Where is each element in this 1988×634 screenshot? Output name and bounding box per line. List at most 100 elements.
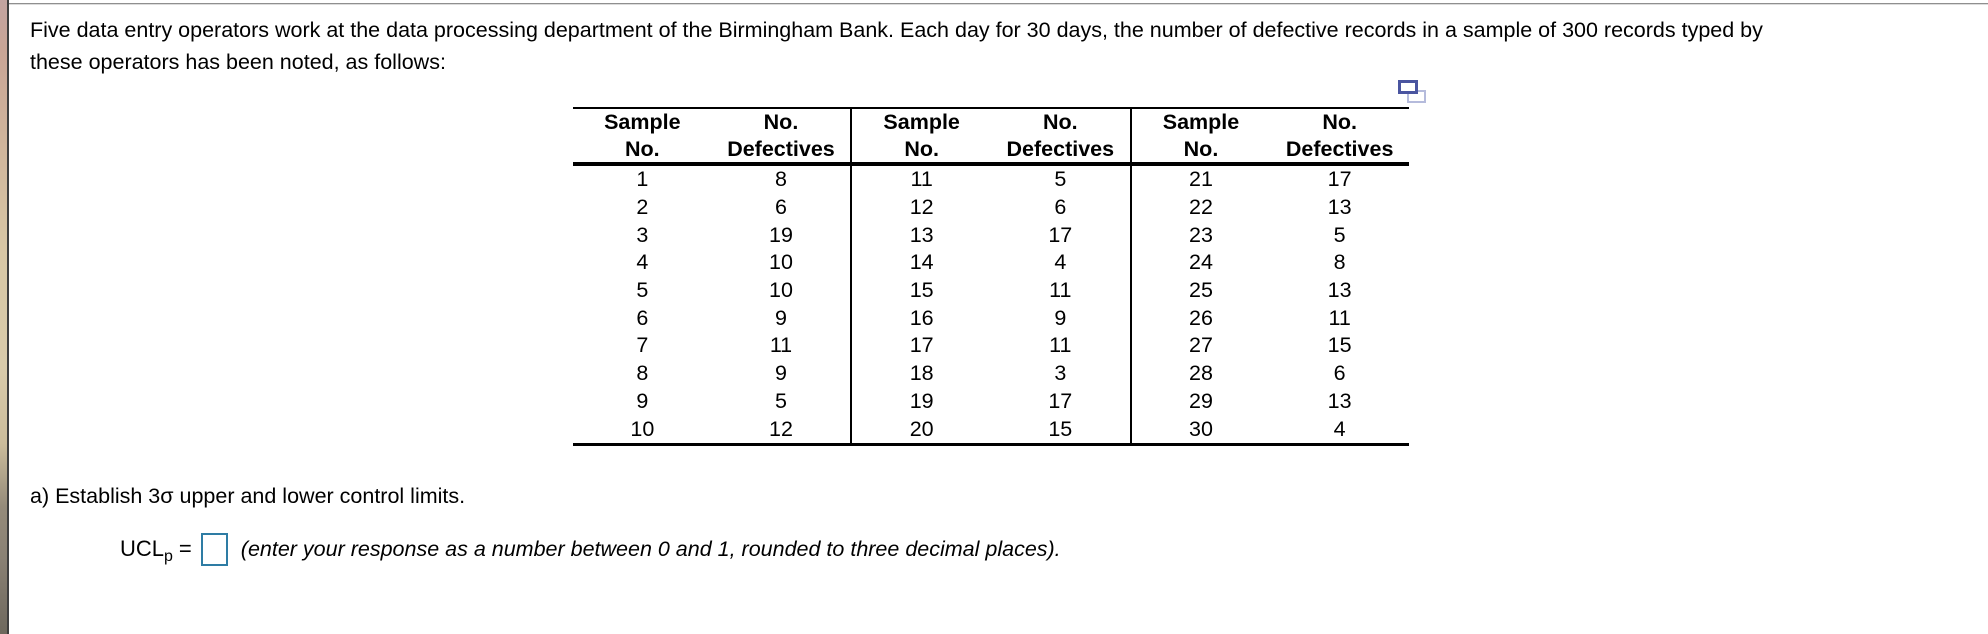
ucl-subscript: p [164,548,173,565]
answer-instruction: (enter your response as a number between… [240,536,1061,561]
table-row: 30 4 [1132,415,1409,443]
table-header-row: Sample No. No. Defectives [1131,109,1409,166]
defectives-cell: 5 [1333,222,1346,247]
table-row: 24 8 [1132,249,1409,277]
table-row: 27 15 [1132,332,1409,360]
defectives-cell: 9 [1054,305,1067,330]
table-row: 10 12 [573,415,850,443]
sample-no-header: Sample No. [573,109,712,163]
defectives-cell: 5 [775,388,787,413]
table-row: 13 17 [852,221,1129,249]
table-row: 23 5 [1132,221,1409,249]
sample-no-cell: 5 [636,278,649,303]
problem-statement: Five data entry operators work at the da… [30,14,1763,78]
defectives-cell: 5 [1054,167,1067,192]
defectives-cell: 8 [775,167,787,192]
sample-no-cell: 23 [1189,222,1213,247]
defectives-cell: 6 [1054,195,1067,220]
problem-statement-line2: these operators has been noted, as follo… [30,50,446,74]
ucl-answer-row: UCL p = (enter your response as a number … [120,527,1061,571]
sample-no-cell: 26 [1189,305,1213,330]
copy-icon-front-rect [1398,80,1418,94]
defectives-cell: 12 [769,416,793,441]
defectives-cell: 13 [1327,195,1352,220]
table-row: 21 17 [1132,166,1409,194]
sample-no-cell: 9 [636,388,649,413]
content-top-border [9,3,1988,5]
defectives-cell: 6 [1333,361,1346,386]
table-row: 29 13 [1132,388,1409,416]
sample-no-cell: 11 [910,167,933,192]
table-row: 3 19 [573,221,850,249]
no-defectives-header: No. Defectives [1270,109,1409,163]
sample-no-cell: 29 [1189,388,1213,413]
defectives-cell: 9 [775,361,787,386]
defectives-cell: 10 [769,278,793,303]
defectives-cell: 3 [1054,361,1067,386]
sample-no-cell: 27 [1189,333,1213,358]
sample-no-cell: 20 [909,416,934,441]
sample-no-cell: 28 [1189,361,1213,386]
sample-no-cell: 7 [636,333,649,358]
question-part-a: a) Establish 3σ upper and lower control … [30,484,466,508]
header-line: No. [904,136,939,161]
defectives-cell: 17 [1048,388,1073,413]
table-row: 25 13 [1132,277,1409,305]
sample-no-cell: 30 [1189,416,1213,441]
ucl-answer-input[interactable] [200,532,228,566]
header-line: Defectives [727,136,835,161]
defectives-cell: 9 [775,305,787,330]
table-row: 11 5 [852,166,1129,194]
table-row: 7 11 [573,332,850,360]
table-row: 5 10 [573,277,850,305]
sample-no-cell: 2 [636,195,649,220]
no-defectives-header: No. Defectives [991,109,1130,163]
sample-no-cell: 21 [1189,167,1213,192]
sample-no-cell: 12 [909,195,934,220]
defectives-cell: 11 [1049,278,1072,303]
open-popup-table-icon[interactable] [1398,80,1426,107]
defectives-cell: 8 [1333,250,1346,275]
sample-no-cell: 24 [1189,250,1213,275]
table-row: 16 9 [852,304,1129,332]
ucl-label: UCL [120,536,165,561]
sample-no-cell: 15 [909,278,934,303]
table-row: 15 11 [852,277,1129,305]
table-row: 20 15 [852,415,1129,443]
defectives-cell: 4 [1054,250,1067,275]
table-row: 12 6 [852,194,1129,222]
desktop-wallpaper-edge [0,0,7,634]
defectives-cell: 10 [769,250,793,275]
header-line: No. [1183,136,1219,161]
table-row: 26 11 [1132,304,1409,332]
sample-no-cell: 10 [630,416,655,441]
sample-no-cell: 22 [1189,195,1213,220]
defectives-cell: 15 [1048,416,1073,441]
defectives-cell: 13 [1327,388,1352,413]
table-row: 22 13 [1132,194,1409,222]
table-row: 28 6 [1132,360,1409,388]
table-header-row: Sample No. No. Defectives [573,109,851,166]
table-row: 19 17 [852,388,1129,416]
table-row: 14 4 [852,249,1129,277]
defectives-cell: 11 [769,333,793,358]
defectives-cell: 6 [775,195,787,220]
sample-no-cell: 3 [636,222,649,247]
defectives-cell: 19 [769,222,793,247]
defectives-cell: 13 [1327,278,1352,303]
header-line: No. [763,109,799,134]
header-line: Sample [883,109,960,134]
sample-no-cell: 8 [636,361,649,386]
header-line: Defectives [1006,136,1115,161]
sample-no-header: Sample No. [1132,109,1271,163]
sample-no-cell: 18 [909,361,934,386]
window-left-border [7,0,9,634]
table-row: 17 11 [852,332,1129,360]
table-header-row: Sample No. No. Defectives [852,109,1130,166]
defectives-cell: 15 [1327,333,1352,358]
sample-no-header: Sample No. [852,109,991,163]
